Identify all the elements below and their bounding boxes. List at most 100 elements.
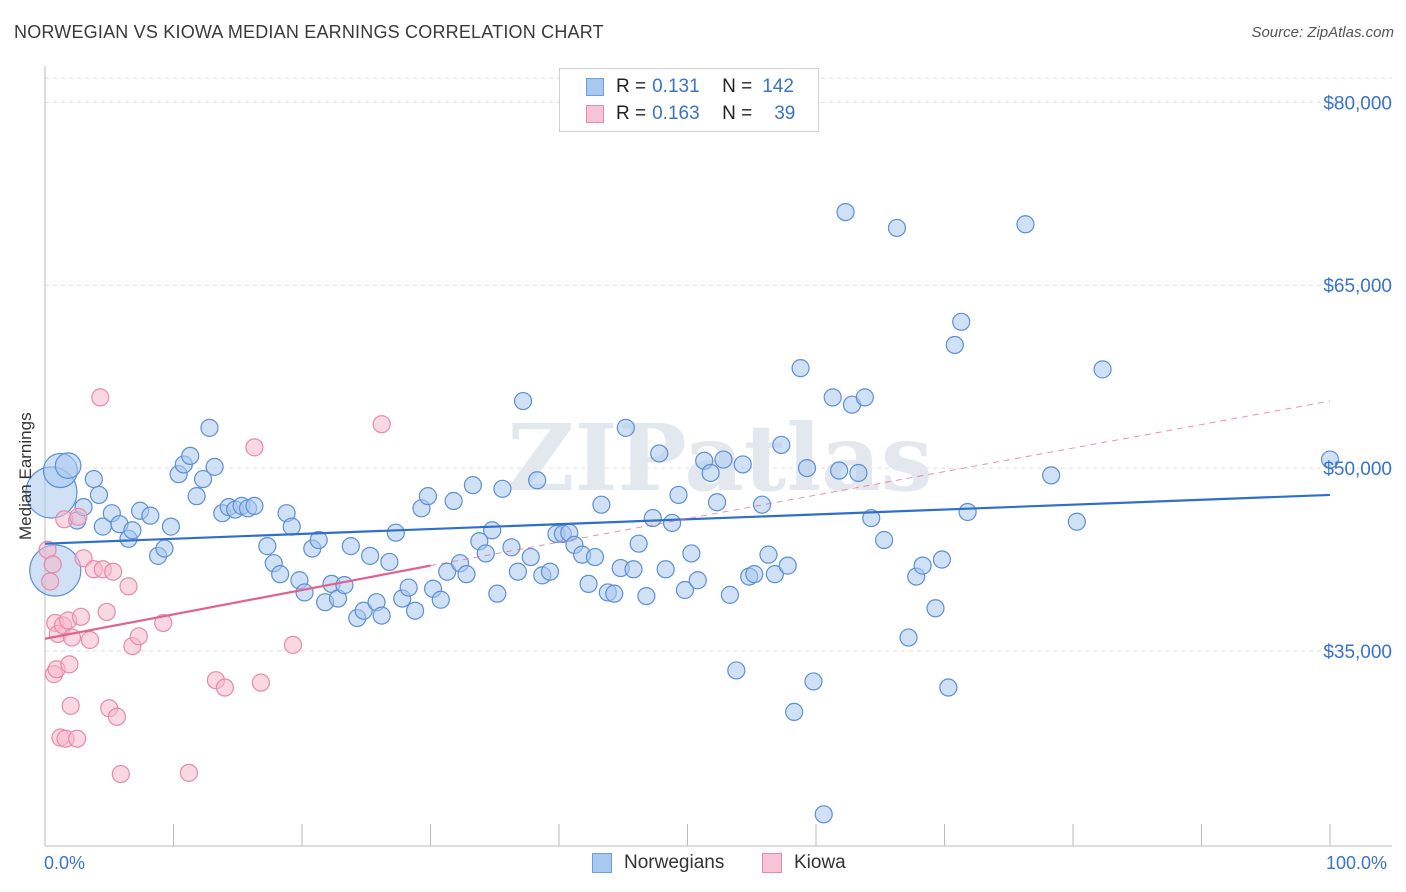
norwegian-point bbox=[714, 450, 733, 469]
norwegian-point bbox=[629, 534, 648, 553]
stats-legend: R = 0.131 N = 142 R = 0.163 N = 39 bbox=[559, 68, 819, 132]
norwegian-point bbox=[1067, 512, 1086, 531]
legend-norwegians-label: Norwegians bbox=[624, 852, 725, 873]
n-label: N = bbox=[722, 76, 753, 97]
legend-norwegians: Norwegians bbox=[592, 852, 724, 874]
kiowa-trend-extension bbox=[430, 400, 1331, 567]
y-tick-label: $35,000 bbox=[1323, 642, 1392, 663]
norwegian-point bbox=[836, 202, 855, 222]
norwegian-point bbox=[650, 444, 669, 463]
kiowa-point bbox=[251, 673, 270, 692]
n-value: 142 bbox=[762, 76, 794, 97]
legend-row-kiowa: R = 0.163 N = 39 bbox=[586, 102, 795, 126]
kiowa-point bbox=[68, 729, 87, 748]
norwegian-point bbox=[521, 547, 540, 567]
kiowa-point bbox=[43, 555, 62, 574]
trend-lines bbox=[44, 400, 1331, 640]
kiowa-point bbox=[283, 635, 303, 654]
norwegian-point bbox=[405, 601, 425, 620]
norwegian-point bbox=[335, 576, 354, 595]
norwegian-point bbox=[707, 493, 727, 512]
norwegian-point bbox=[899, 628, 918, 647]
norwegian-point bbox=[952, 312, 971, 331]
norwegian-point bbox=[418, 487, 438, 506]
norwegians-trend-line bbox=[44, 493, 1331, 545]
kiowa-point bbox=[129, 627, 148, 646]
axes bbox=[44, 66, 1392, 847]
norwegian-point bbox=[1042, 466, 1061, 485]
norwegian-point bbox=[513, 391, 533, 411]
norwegian-point bbox=[181, 446, 200, 466]
norwegian-point bbox=[399, 578, 418, 597]
norwegian-point bbox=[855, 388, 874, 407]
norwegian-point bbox=[579, 574, 598, 594]
norwegian-point bbox=[605, 584, 624, 603]
norwegian-point bbox=[823, 388, 842, 407]
norwegian-point bbox=[875, 530, 894, 550]
r-label: R = bbox=[616, 76, 647, 97]
norwegian-point bbox=[752, 495, 772, 514]
norwegian-point bbox=[309, 530, 328, 550]
norwegian-point bbox=[361, 546, 380, 565]
norwegian-point bbox=[945, 335, 964, 355]
y-tick-labels: $80,000 $65,000 $50,000 $35,000 bbox=[1323, 93, 1392, 663]
norwegian-point bbox=[733, 455, 752, 474]
norwegians-points bbox=[25, 202, 1340, 824]
norwegian-point bbox=[1320, 450, 1340, 469]
norwegian-point bbox=[849, 463, 868, 483]
x-tick-label-min: 0.0% bbox=[44, 853, 86, 873]
norwegian-point bbox=[720, 585, 740, 604]
norwegian-point bbox=[616, 418, 635, 437]
kiowa-point bbox=[179, 763, 199, 782]
kiowa-point bbox=[111, 764, 130, 784]
norwegian-point bbox=[141, 506, 160, 525]
kiowa-point bbox=[71, 607, 91, 626]
norwegian-point bbox=[354, 601, 373, 620]
norwegian-point bbox=[282, 517, 301, 536]
norwegian-point bbox=[797, 458, 817, 478]
norwegian-point bbox=[258, 537, 277, 556]
norwegian-point bbox=[380, 552, 399, 572]
norwegian-point bbox=[508, 562, 527, 581]
r-value: 0.163 bbox=[652, 103, 700, 124]
y-tick-label: $65,000 bbox=[1323, 276, 1392, 297]
pink-swatch bbox=[586, 105, 604, 123]
pink-swatch bbox=[762, 853, 782, 873]
norwegian-point bbox=[84, 469, 103, 489]
norwegian-point bbox=[1093, 360, 1112, 379]
norwegian-point bbox=[372, 606, 391, 625]
norwegian-point bbox=[493, 479, 512, 498]
norwegian-point bbox=[502, 538, 521, 557]
kiowa-point bbox=[119, 577, 138, 596]
norwegian-point bbox=[926, 599, 945, 618]
norwegian-point bbox=[830, 461, 849, 480]
norwegian-point bbox=[89, 485, 109, 505]
y-tick-label: $50,000 bbox=[1323, 459, 1392, 480]
x-tick-label-max: 100.0% bbox=[1326, 853, 1388, 873]
norwegian-point bbox=[528, 471, 547, 490]
norwegian-point bbox=[463, 476, 483, 495]
blue-swatch bbox=[592, 853, 612, 873]
kiowa-point bbox=[97, 602, 116, 622]
norwegian-point bbox=[431, 590, 450, 609]
norwegian-point bbox=[643, 508, 662, 528]
norwegian-point bbox=[540, 562, 560, 581]
n-value: 39 bbox=[774, 103, 796, 124]
norwegian-point bbox=[592, 495, 611, 514]
norwegian-point bbox=[727, 661, 746, 680]
kiowa-point bbox=[154, 613, 173, 633]
norwegian-point bbox=[483, 521, 502, 540]
norwegian-point bbox=[341, 537, 360, 556]
chart-title: NORWEGIAN VS KIOWA MEDIAN EARNINGS CORRE… bbox=[14, 22, 604, 42]
norwegian-point bbox=[245, 496, 264, 515]
norwegian-point bbox=[765, 565, 784, 584]
kiowa-point bbox=[107, 707, 127, 726]
norwegian-point bbox=[457, 565, 476, 584]
grid-lines bbox=[45, 77, 1392, 652]
norwegian-point bbox=[637, 586, 656, 606]
kiowa-point bbox=[372, 415, 391, 434]
norwegian-point bbox=[444, 491, 463, 511]
norwegian-point bbox=[785, 702, 804, 722]
norwegian-point bbox=[155, 539, 174, 558]
